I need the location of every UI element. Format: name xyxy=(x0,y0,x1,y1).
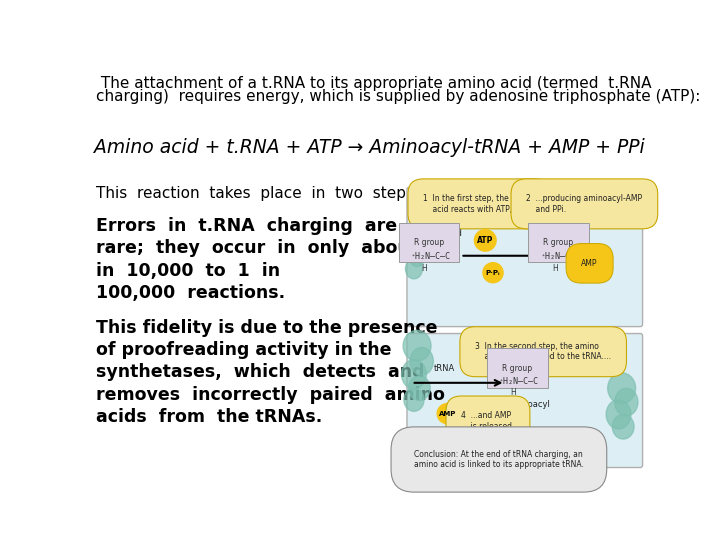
Text: 3  In the second step, the amino
    acid is transferred to the tRNA....: 3 In the second step, the amino acid is … xyxy=(475,342,611,361)
Circle shape xyxy=(474,230,496,251)
Text: ⁺H₂N—C—C: ⁺H₂N—C—C xyxy=(498,377,539,386)
Ellipse shape xyxy=(409,248,425,267)
Text: Amino acid: Amino acid xyxy=(415,229,462,238)
Text: tRNA: tRNA xyxy=(434,363,455,373)
Ellipse shape xyxy=(410,347,433,375)
Ellipse shape xyxy=(403,330,431,361)
Ellipse shape xyxy=(608,373,636,403)
Text: H: H xyxy=(552,264,558,273)
Text: 4  ...and AMP
    is released.: 4 ...and AMP is released. xyxy=(462,411,515,431)
FancyBboxPatch shape xyxy=(407,334,642,468)
Text: P·Pᵢ: P·Pᵢ xyxy=(486,269,500,276)
Ellipse shape xyxy=(615,388,638,416)
Circle shape xyxy=(483,262,503,283)
FancyBboxPatch shape xyxy=(407,187,642,327)
Ellipse shape xyxy=(612,414,634,439)
Text: Aminoacyl
tRNA: Aminoacyl tRNA xyxy=(507,400,551,419)
Text: H: H xyxy=(422,264,428,273)
Text: R group: R group xyxy=(544,238,574,247)
Text: This fidelity is due to the presence
of proofreading activity in the
synthetases: This fidelity is due to the presence of … xyxy=(96,319,445,426)
Text: ⁺H₂N—C—C: ⁺H₂N—C—C xyxy=(541,252,581,261)
Text: The attachment of a t.RNA to its appropriate amino acid (termed  t.RNA: The attachment of a t.RNA to its appropr… xyxy=(96,76,652,91)
Text: 2  ...producing aminoacyl-AMP
    and PPi.: 2 ...producing aminoacyl-AMP and PPi. xyxy=(526,194,642,213)
Ellipse shape xyxy=(606,400,631,429)
Ellipse shape xyxy=(406,232,425,255)
Text: charging)  requires energy, which is supplied by adenosine triphosphate (ATP):: charging) requires energy, which is supp… xyxy=(96,90,701,104)
Ellipse shape xyxy=(404,388,424,411)
Text: Amino acid + t.RNA + ATP → Aminoacyl-tRNA + AMP + PPi: Amino acid + t.RNA + ATP → Aminoacyl-tRN… xyxy=(94,138,644,157)
Ellipse shape xyxy=(402,360,426,389)
Text: Errors  in  t.RNA  charging  are
rare;  they  occur  in  only  about  1
in  10,0: Errors in t.RNA charging are rare; they … xyxy=(96,217,442,302)
Text: ATP: ATP xyxy=(477,236,493,245)
Text: Conclusion: At the end of tRNA charging, an
amino acid is linked to its appropri: Conclusion: At the end of tRNA charging,… xyxy=(414,450,584,469)
Text: R group: R group xyxy=(414,238,444,247)
Circle shape xyxy=(437,403,457,423)
Text: AMP: AMP xyxy=(438,410,456,417)
Text: This  reaction  takes  place  in  two  step: This reaction takes place in two step xyxy=(96,186,406,201)
Text: 1  In the first step, the amino
    acid reacts with ATP,...: 1 In the first step, the amino acid reac… xyxy=(423,194,535,213)
Text: ⁺H₂N—C—C: ⁺H₂N—C—C xyxy=(411,252,451,261)
Text: R group: R group xyxy=(503,363,532,373)
Text: AMP: AMP xyxy=(581,259,598,268)
Text: H: H xyxy=(510,388,516,397)
Ellipse shape xyxy=(405,259,423,279)
Ellipse shape xyxy=(408,376,431,401)
